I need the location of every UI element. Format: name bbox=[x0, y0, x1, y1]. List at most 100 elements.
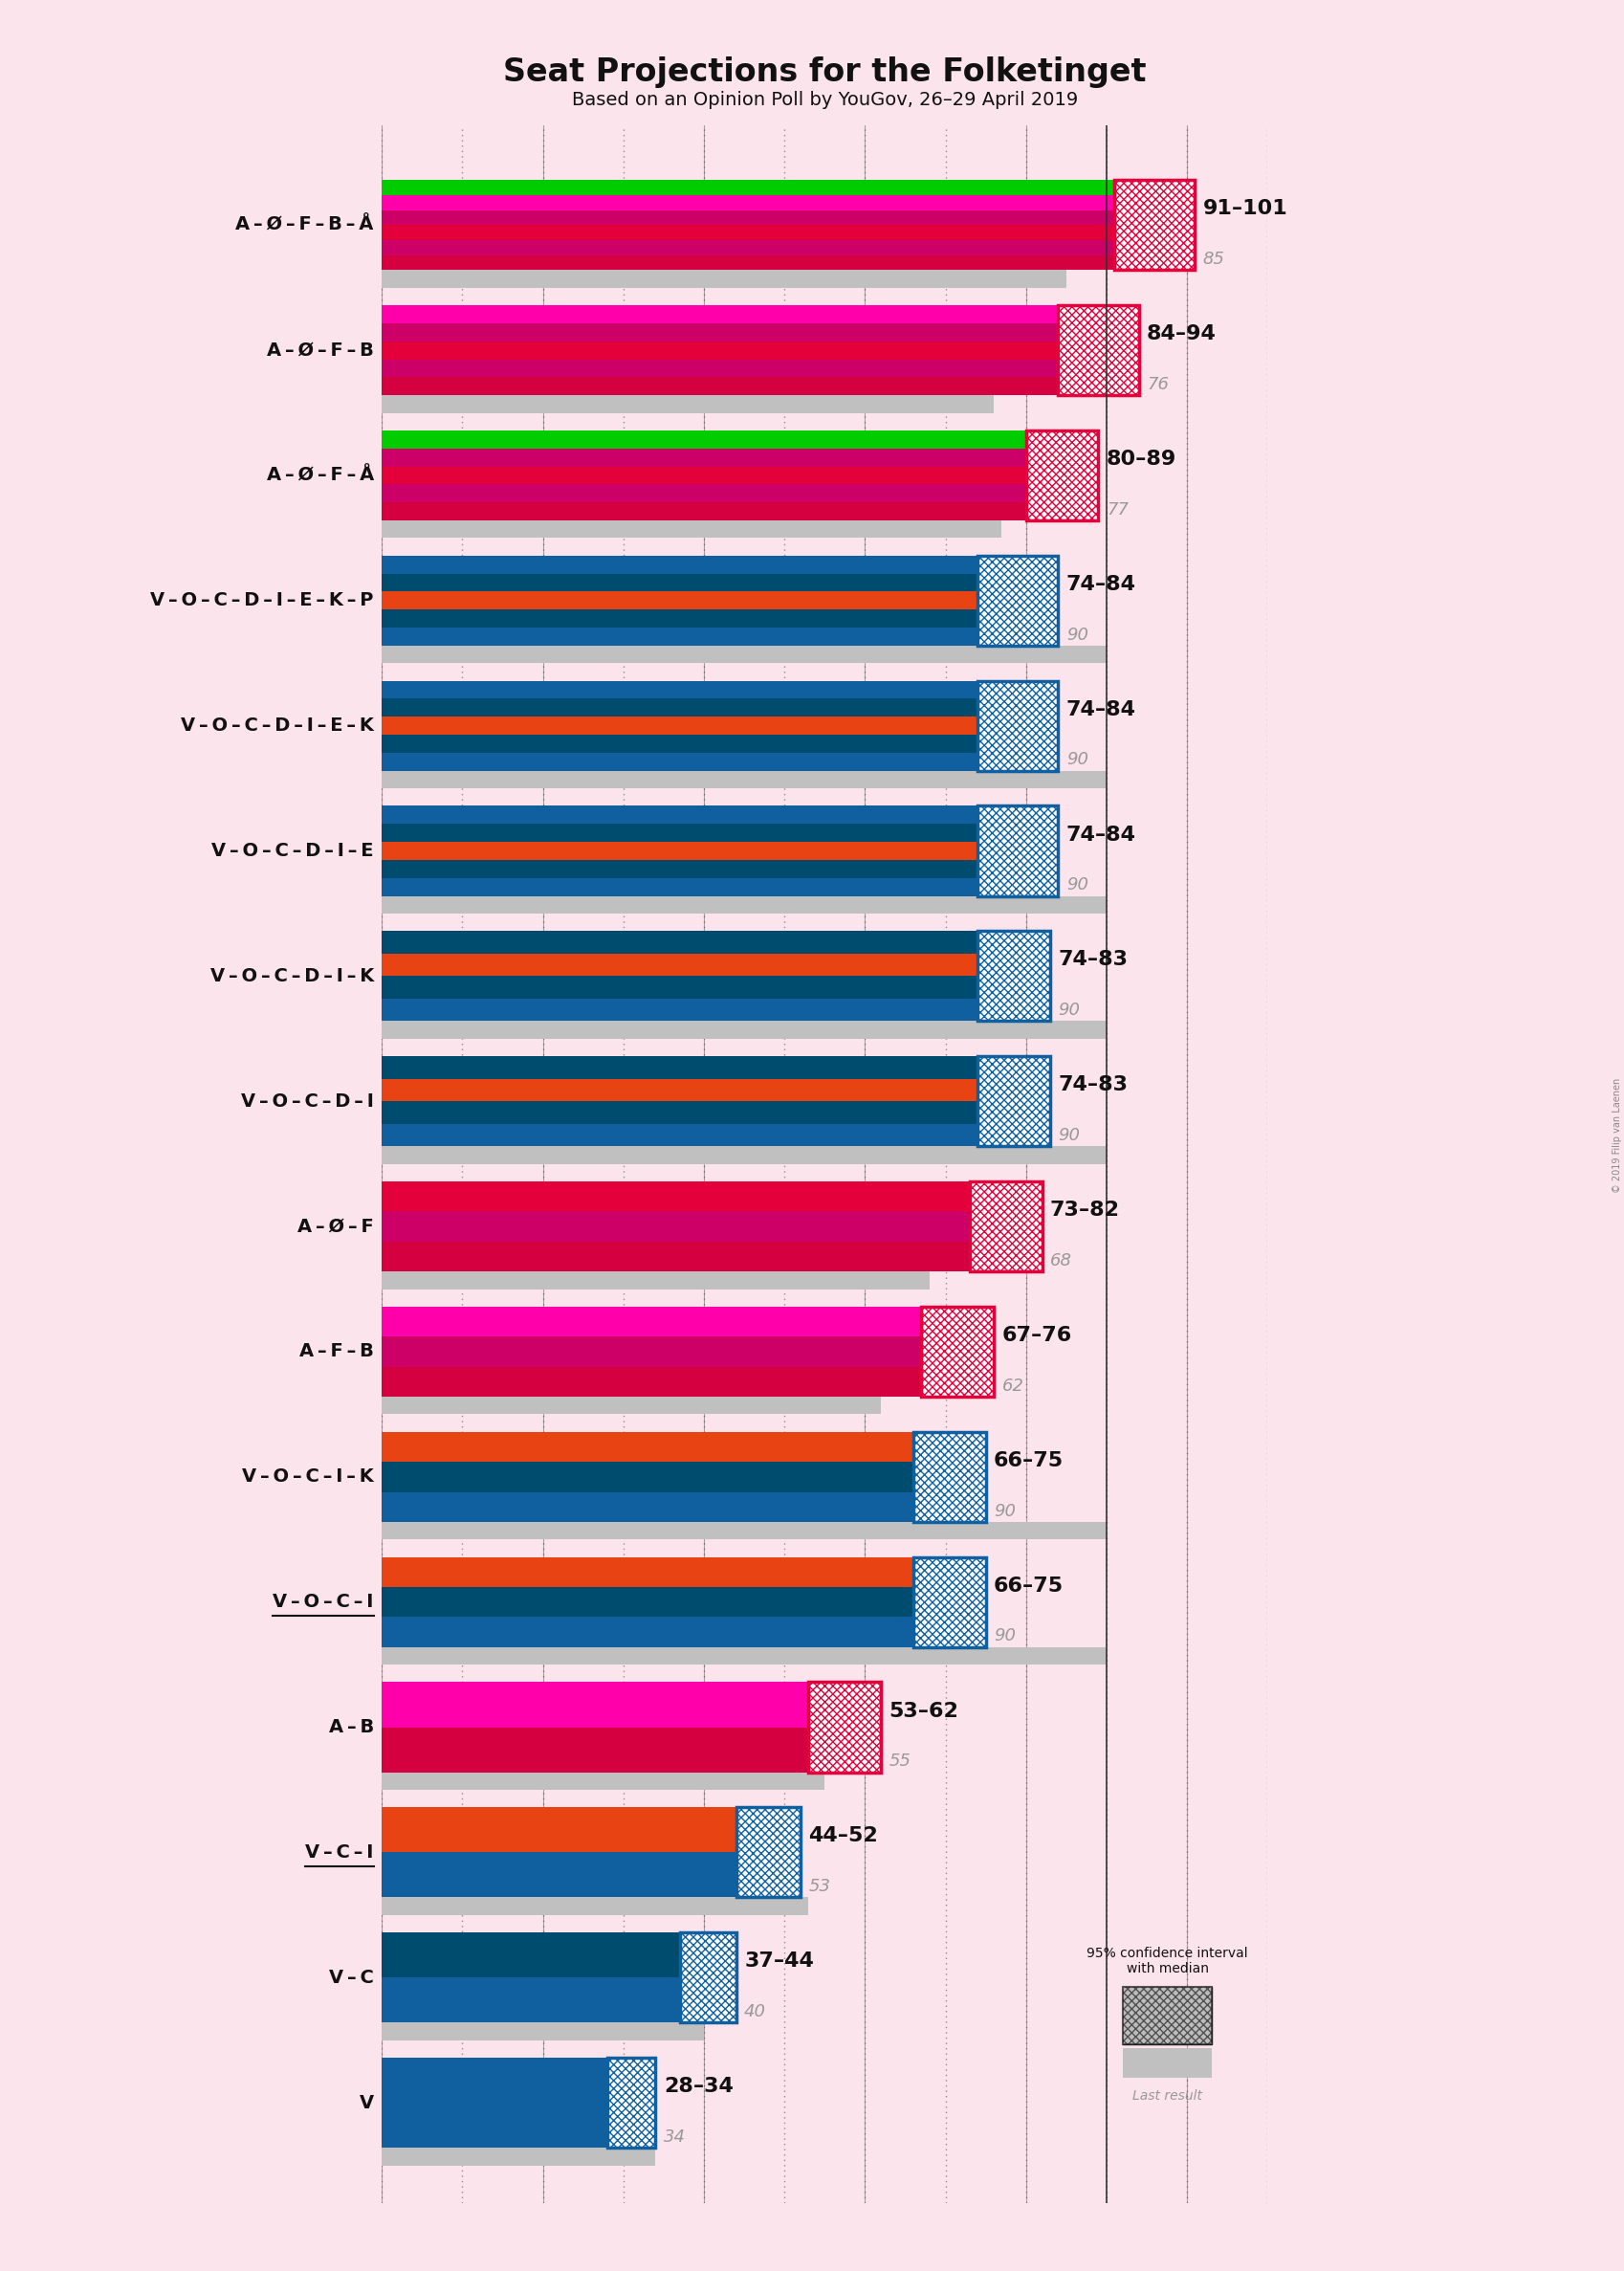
Text: V: V bbox=[359, 2094, 374, 2112]
Text: 53: 53 bbox=[809, 1878, 830, 1896]
Text: Based on an Opinion Poll by YouGov, 26–29 April 2019: Based on an Opinion Poll by YouGov, 26–2… bbox=[572, 91, 1077, 109]
Bar bbox=[1114, 179, 1194, 270]
Text: 95% confidence interval
with median: 95% confidence interval with median bbox=[1086, 1946, 1247, 1976]
Text: 90: 90 bbox=[994, 1503, 1015, 1519]
Bar bbox=[382, 1210, 970, 1242]
Text: 66–75: 66–75 bbox=[994, 1451, 1064, 1469]
Bar bbox=[978, 681, 1057, 770]
Text: © 2019 Filip van Laenen: © 2019 Filip van Laenen bbox=[1611, 1079, 1621, 1192]
Text: V – C: V – C bbox=[328, 1969, 374, 1987]
Text: Last result: Last result bbox=[1132, 2089, 1202, 2103]
Text: 85: 85 bbox=[1202, 250, 1224, 268]
Bar bbox=[382, 897, 1106, 913]
Text: 67–76: 67–76 bbox=[1000, 1326, 1072, 1344]
Bar bbox=[382, 1933, 679, 1978]
Bar bbox=[382, 1808, 736, 1853]
Bar bbox=[382, 1463, 913, 1492]
Bar bbox=[970, 1181, 1041, 1272]
Bar bbox=[382, 1147, 1106, 1163]
Bar bbox=[978, 1056, 1049, 1147]
Bar bbox=[382, 1617, 913, 1646]
Text: A – Ø – F: A – Ø – F bbox=[297, 1217, 374, 1235]
Bar bbox=[978, 556, 1057, 645]
Bar bbox=[1025, 429, 1098, 520]
Bar bbox=[382, 254, 1114, 270]
Text: V – O – C – D – I: V – O – C – D – I bbox=[240, 1092, 374, 1111]
Bar bbox=[382, 627, 978, 645]
Bar bbox=[382, 1558, 913, 1587]
Text: 77: 77 bbox=[1106, 502, 1127, 518]
Text: 37–44: 37–44 bbox=[744, 1951, 814, 1971]
Text: 74–83: 74–83 bbox=[1057, 949, 1127, 970]
Bar bbox=[382, 502, 1025, 520]
Bar bbox=[382, 1431, 913, 1463]
Text: 74–84: 74–84 bbox=[1065, 699, 1135, 720]
Text: A – Ø – F – B: A – Ø – F – B bbox=[266, 341, 374, 359]
Text: 73–82: 73–82 bbox=[1049, 1201, 1119, 1220]
Text: V – O – C – D – I – E: V – O – C – D – I – E bbox=[211, 843, 374, 861]
Bar bbox=[382, 590, 978, 609]
Text: 90: 90 bbox=[1065, 752, 1088, 768]
Bar bbox=[382, 1367, 921, 1397]
Text: 55: 55 bbox=[888, 1753, 911, 1769]
Text: 53–62: 53–62 bbox=[888, 1701, 958, 1721]
Bar bbox=[913, 1431, 986, 1522]
Bar bbox=[978, 931, 1049, 1022]
Text: A – B: A – B bbox=[328, 1719, 374, 1737]
Text: 74–84: 74–84 bbox=[1065, 824, 1135, 845]
Bar bbox=[382, 1683, 809, 1728]
Bar bbox=[382, 1022, 1106, 1038]
Bar bbox=[382, 645, 1106, 663]
Bar bbox=[382, 1853, 736, 1899]
Text: 90: 90 bbox=[1057, 1126, 1080, 1145]
Text: A – Ø – F – Å: A – Ø – F – Å bbox=[266, 466, 374, 484]
Text: 90: 90 bbox=[1065, 877, 1088, 895]
Bar bbox=[382, 681, 978, 699]
Bar bbox=[382, 359, 1057, 377]
Bar bbox=[382, 1397, 880, 1415]
Bar bbox=[382, 1124, 978, 1147]
Text: V – O – C – D – I – E – K: V – O – C – D – I – E – K bbox=[180, 718, 374, 736]
Text: V – O – C – I: V – O – C – I bbox=[273, 1592, 374, 1610]
Text: 80–89: 80–89 bbox=[1106, 450, 1176, 468]
Bar bbox=[382, 466, 1025, 484]
Bar bbox=[382, 1978, 679, 2023]
Bar bbox=[382, 699, 978, 718]
Bar bbox=[382, 843, 978, 861]
Bar bbox=[382, 824, 978, 843]
Bar bbox=[679, 1933, 736, 2023]
Bar bbox=[382, 718, 978, 736]
Bar bbox=[382, 575, 978, 590]
Text: V – O – C – I – K: V – O – C – I – K bbox=[242, 1467, 374, 1485]
Bar bbox=[382, 2023, 703, 2039]
Bar bbox=[382, 270, 1065, 288]
Bar bbox=[382, 1771, 823, 1790]
Bar bbox=[382, 395, 994, 413]
Bar bbox=[978, 806, 1057, 897]
Bar bbox=[382, 341, 1057, 359]
Text: 34: 34 bbox=[663, 2128, 685, 2146]
Bar bbox=[382, 447, 1025, 466]
Bar bbox=[382, 954, 978, 977]
Bar bbox=[382, 1306, 921, 1338]
Bar bbox=[382, 322, 1057, 341]
Bar bbox=[382, 1646, 1106, 1665]
Text: 66–75: 66–75 bbox=[994, 1576, 1064, 1594]
Bar bbox=[382, 556, 978, 575]
Bar bbox=[382, 2058, 607, 2148]
Text: 74–83: 74–83 bbox=[1057, 1076, 1127, 1095]
Bar bbox=[607, 2058, 654, 2148]
Bar bbox=[382, 999, 978, 1022]
Text: 84–94: 84–94 bbox=[1147, 325, 1216, 343]
Bar bbox=[382, 931, 978, 954]
Bar bbox=[382, 1272, 929, 1290]
Text: 68: 68 bbox=[1049, 1251, 1072, 1269]
Bar bbox=[382, 1587, 913, 1617]
Text: 90: 90 bbox=[1065, 627, 1088, 643]
Text: V – O – C – D – I – E – K – P: V – O – C – D – I – E – K – P bbox=[151, 590, 374, 609]
Text: 74–84: 74–84 bbox=[1065, 575, 1135, 595]
Text: 44–52: 44–52 bbox=[809, 1826, 877, 1846]
Bar bbox=[809, 1683, 880, 1771]
Text: 90: 90 bbox=[994, 1628, 1015, 1644]
Bar bbox=[382, 1899, 809, 1914]
